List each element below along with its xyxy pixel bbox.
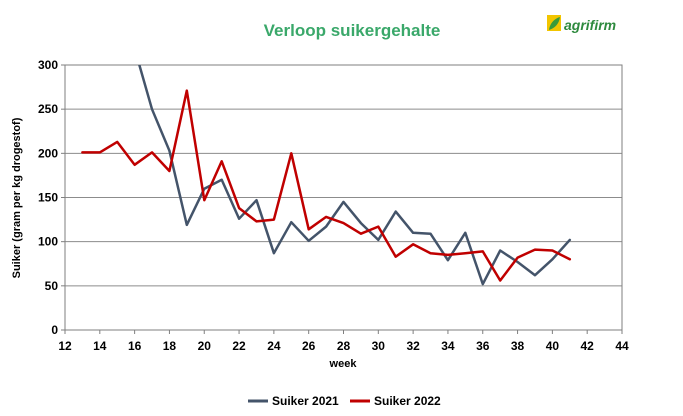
x-tick-label: 30 [372, 339, 386, 353]
x-tick-label: 38 [511, 339, 525, 353]
x-tick-label: 14 [93, 339, 107, 353]
agrifirm-logo: agrifirm [547, 15, 616, 33]
series-line-2 [81, 89, 572, 282]
x-tick-label: 34 [441, 339, 455, 353]
x-tick-label: 12 [58, 339, 72, 353]
y-axis-ticks: 0 50 100 150 200 250 300 [38, 58, 65, 337]
legend: Suiker 2021 Suiker 2022 [248, 394, 441, 408]
legend-label: Suiker 2021 [272, 394, 339, 408]
series-lines [81, 65, 572, 286]
x-tick-label: 20 [198, 339, 212, 353]
series-line-1 [138, 65, 572, 286]
y-tick-label: 0 [51, 323, 58, 337]
legend-label: Suiker 2022 [374, 394, 441, 408]
y-tick-label: 150 [38, 191, 58, 205]
chart-title: Verloop suikergehalte [264, 21, 441, 40]
y-tick-label: 100 [38, 235, 58, 249]
x-axis-label: week [329, 358, 358, 370]
gridlines [65, 108, 622, 287]
y-tick-label: 300 [38, 58, 58, 72]
x-tick-label: 36 [476, 339, 490, 353]
x-tick-label: 40 [546, 339, 560, 353]
y-tick-label: 250 [38, 102, 58, 116]
x-tick-label: 28 [337, 339, 351, 353]
x-axis-ticks: 12 14 16 18 20 22 24 26 28 30 32 34 36 38 40 42 44 [58, 330, 629, 353]
logo-leaf-icon [549, 17, 560, 30]
y-tick-label: 50 [45, 279, 59, 293]
x-tick-label: 32 [406, 339, 420, 353]
x-tick-label: 44 [615, 339, 629, 353]
x-tick-label: 18 [163, 339, 177, 353]
x-tick-label: 42 [581, 339, 595, 353]
y-axis-label: Suiker (gram per kg drogestof) [11, 117, 23, 278]
x-tick-label: 26 [302, 339, 316, 353]
x-tick-label: 24 [267, 339, 281, 353]
logo-text: agrifirm [564, 17, 616, 33]
x-tick-label: 16 [128, 339, 142, 353]
x-tick-label: 22 [232, 339, 246, 353]
y-tick-label: 200 [38, 146, 58, 160]
